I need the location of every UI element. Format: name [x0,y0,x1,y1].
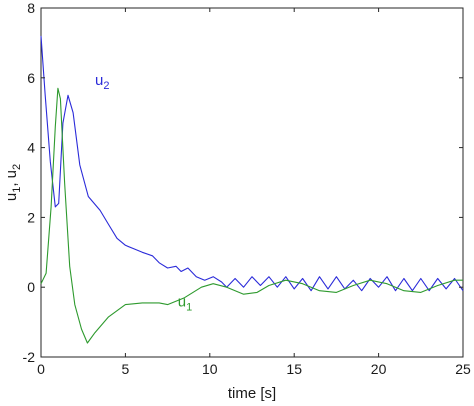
y-tick-label: 6 [27,70,35,86]
series-label-u2-base: u [95,72,103,89]
series-label-u1: u1 [178,293,192,313]
y-label-sub-2: 2 [11,164,23,170]
axes-frame [40,7,464,358]
y-label-base-1: u [3,193,20,201]
x-tick-label: 20 [371,361,387,377]
x-tick-label: 10 [202,361,218,377]
x-tick-label: 25 [455,361,471,377]
y-tick-label: 2 [27,209,35,225]
x-axis-label: time [s] [228,385,276,402]
series-label-u2: u2 [95,72,109,92]
y-tick-label: 4 [27,140,35,156]
series-line-u1 [40,87,463,344]
series-label-u1-base: u [178,293,186,310]
series-label-u2-sub: 2 [103,80,109,92]
y-label-separator: , [3,178,20,186]
y-label-base-2: u [3,170,20,178]
y-tick-label: 8 [27,0,35,16]
y-axis-label: u1, u2 [3,164,23,201]
x-tick-label: 0 [37,361,45,377]
x-tick-label: 5 [122,361,130,377]
y-tick-label: -2 [23,349,36,365]
series-line-u2 [40,35,464,292]
plot-area [40,7,464,358]
x-tick-label: 15 [286,361,302,377]
series-label-u1-sub: 1 [186,301,192,313]
y-tick-label: 0 [27,279,35,295]
y-label-sub-1: 1 [11,187,23,193]
